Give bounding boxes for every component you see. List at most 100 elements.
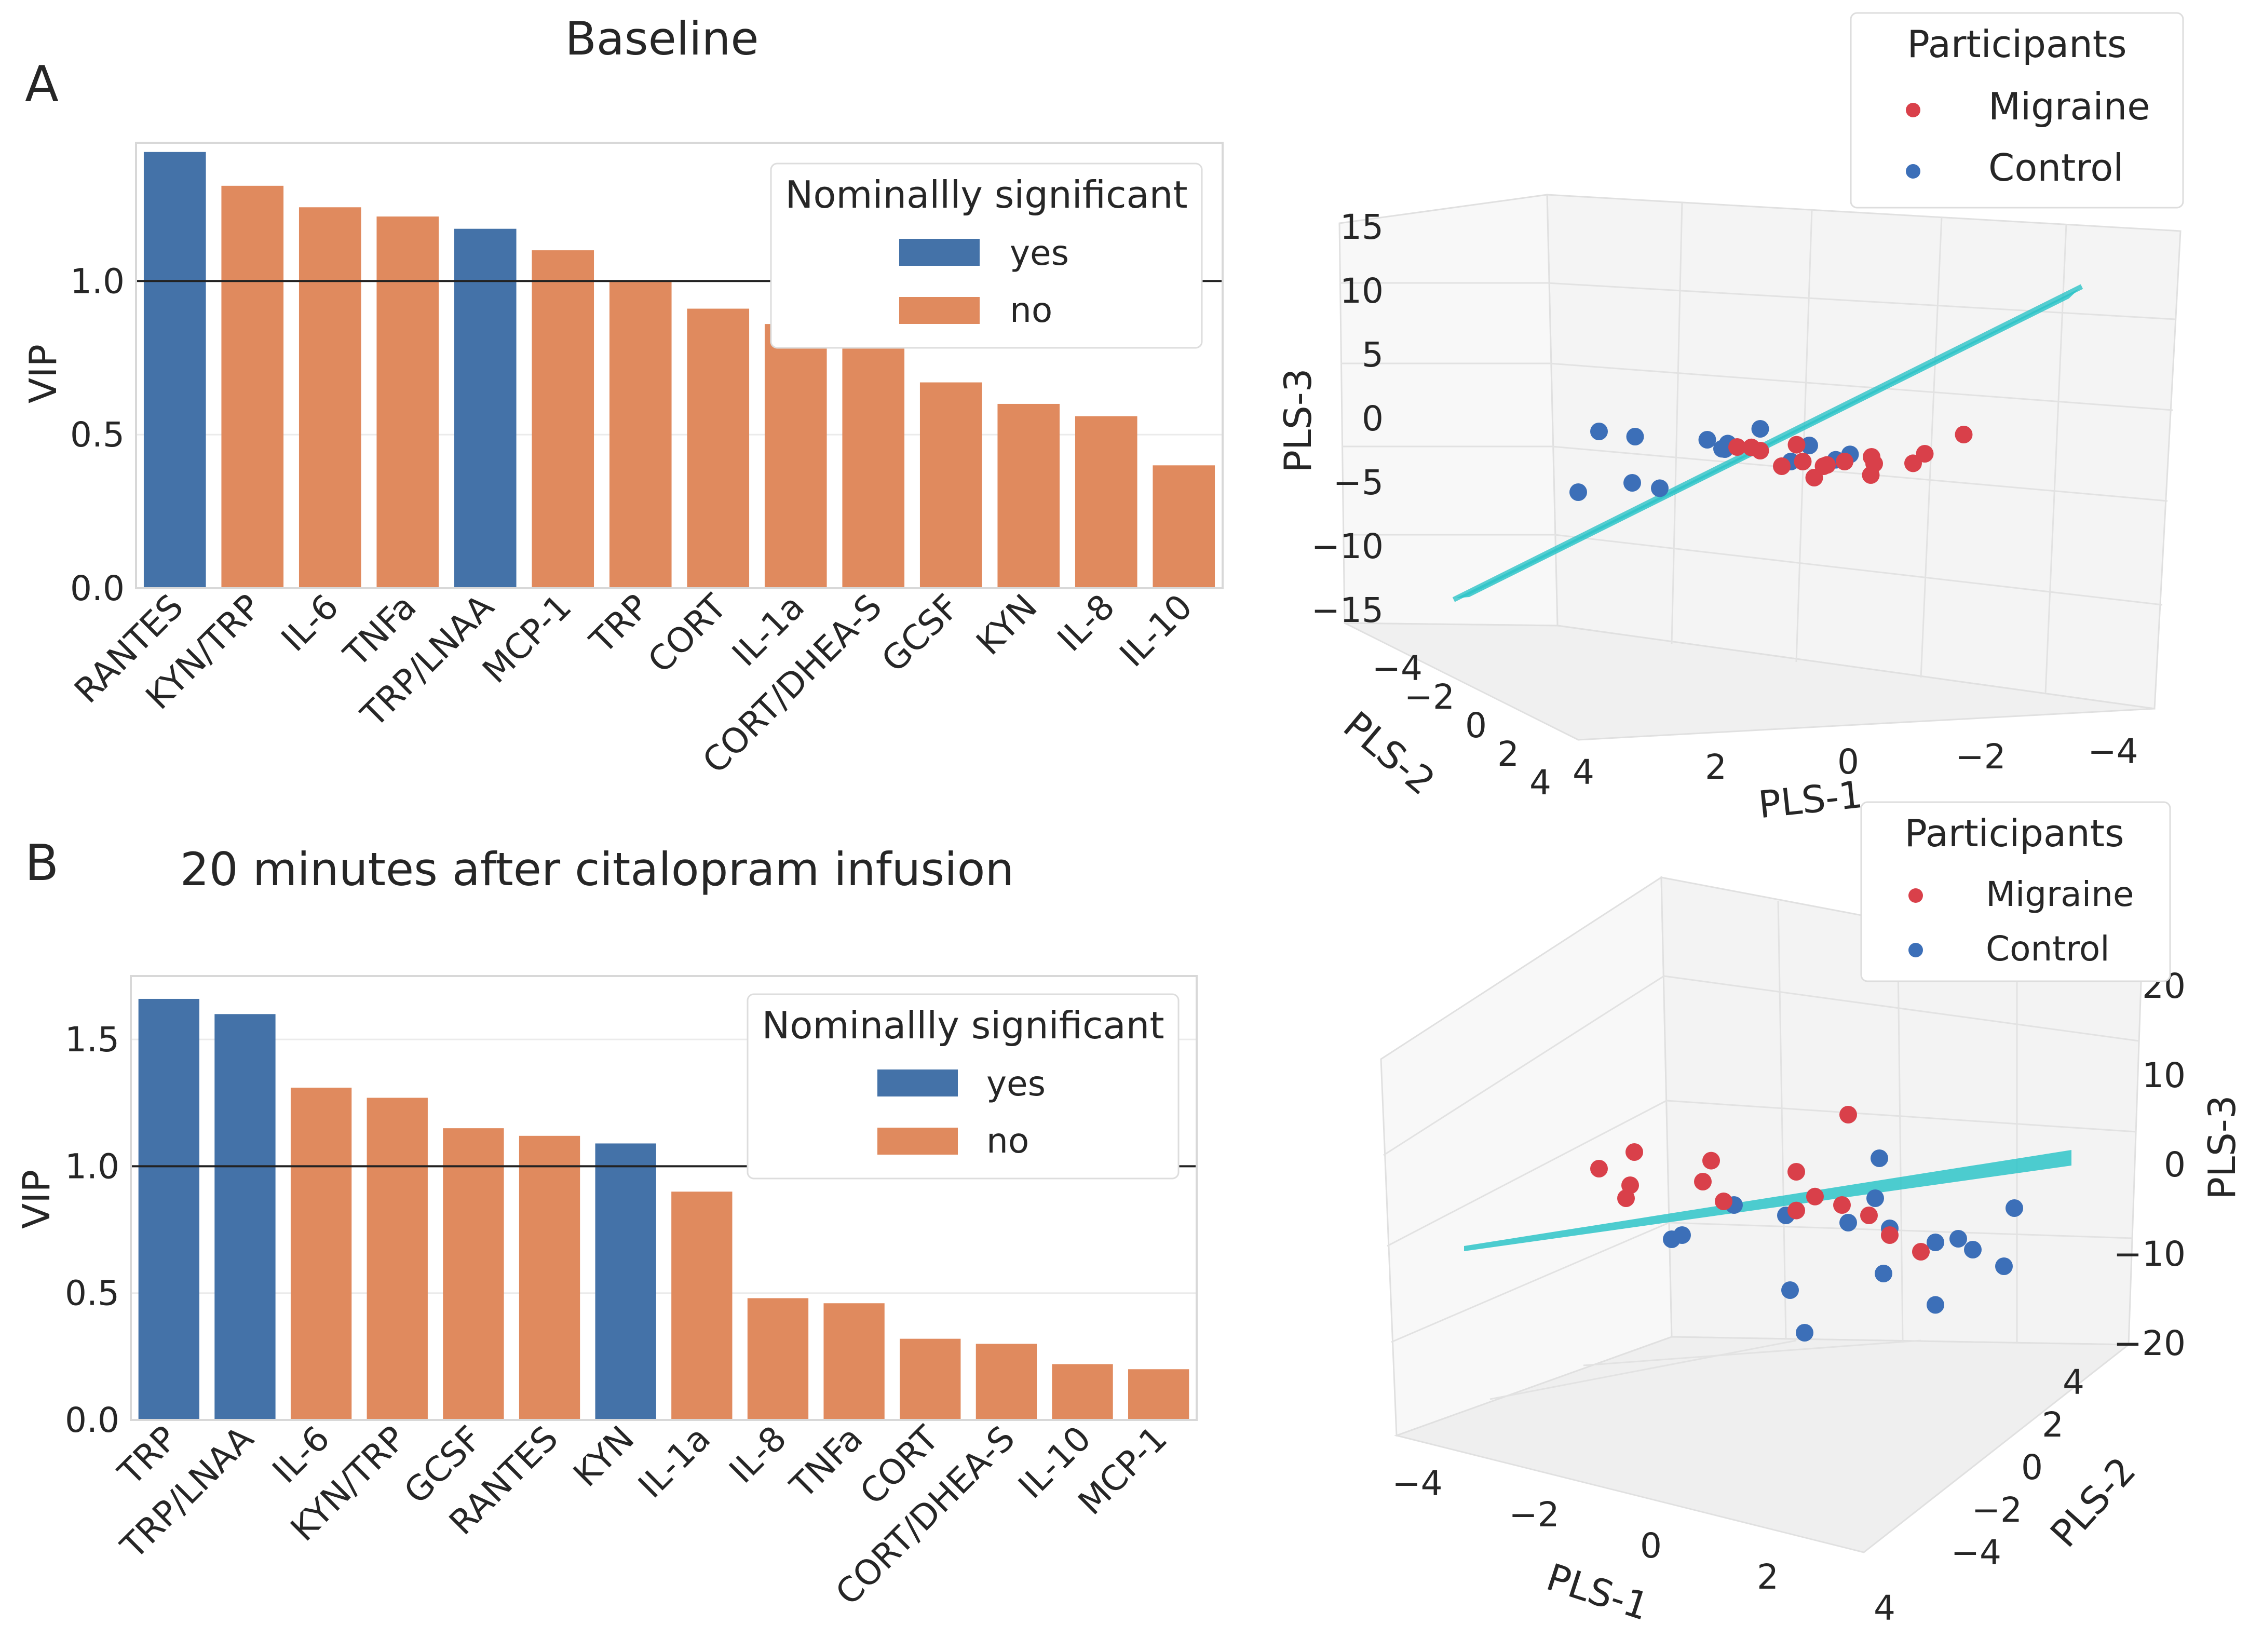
x-tick-label: −2 xyxy=(1509,1495,1559,1535)
point-migraine xyxy=(1860,1207,1878,1224)
x-tick-label: IL-8 xyxy=(1050,587,1122,659)
plot-frame-a xyxy=(135,142,1224,589)
z-axis-label-pls3-b: PLS-3 xyxy=(2200,1095,2244,1199)
point-control xyxy=(1964,1241,1982,1258)
point-migraine xyxy=(1904,454,1922,472)
point-migraine xyxy=(1806,1187,1824,1206)
point-control xyxy=(1751,420,1769,438)
z-tick-label: −10 xyxy=(1311,526,1384,566)
bar-trp-lnaa xyxy=(214,1014,276,1420)
bar-trp xyxy=(138,998,199,1420)
bar-il-6 xyxy=(299,207,361,588)
regression-plane-b xyxy=(1464,1150,2071,1251)
x-tick-label: IL-6 xyxy=(274,587,346,659)
x-tick-label: 4 xyxy=(1874,1588,1895,1628)
bar-cort-dhea-s xyxy=(976,1344,1037,1420)
bar-il-1a xyxy=(671,1191,733,1420)
chart-title-citalopram: 20 minutes after citalopram infusion xyxy=(180,843,1014,896)
point-control xyxy=(1871,1149,1888,1167)
x-tick-label: −4 xyxy=(1392,1464,1442,1504)
z-tick-label: −5 xyxy=(1333,463,1384,503)
point-control xyxy=(1569,483,1587,501)
point-migraine xyxy=(1794,453,1812,470)
legend-marker-migraine-b xyxy=(1908,888,1923,903)
plot-frame-b xyxy=(130,975,1198,1421)
legend-nominally-significant-a: Nominallly significant yes no xyxy=(770,163,1203,349)
z-tick-label: 0 xyxy=(2164,1145,2186,1185)
legend-title-b: Nominallly significant xyxy=(762,1004,1164,1047)
bar-il-1a xyxy=(764,324,827,588)
bar-kyn-trp xyxy=(221,185,284,588)
point-migraine xyxy=(1728,438,1746,456)
chart-title-baseline: Baseline xyxy=(565,12,758,65)
bar-trp xyxy=(609,281,672,588)
y-tick-label: 4 xyxy=(1529,763,1551,803)
legend-title-participants-b: Participants xyxy=(1905,811,2124,855)
x-tick-label: IL-1a xyxy=(631,1418,719,1506)
legend-label-control-b: Control xyxy=(1986,929,2110,969)
bar-chart-citalopram: B 20 minutes after citalopram infusion V… xyxy=(15,835,1198,1613)
x-tick-label: 0 xyxy=(1640,1526,1662,1566)
point-control xyxy=(1839,1214,1857,1231)
point-migraine xyxy=(1590,1160,1608,1177)
legend-title-participants-a: Participants xyxy=(1907,22,2127,66)
point-control xyxy=(2006,1199,2023,1217)
y-tick-label: 1.5 xyxy=(65,1020,119,1060)
panel-label-b: B xyxy=(25,835,59,892)
point-control xyxy=(1927,1296,1944,1314)
panel-label-a: A xyxy=(25,56,59,113)
point-migraine xyxy=(1865,455,1883,472)
point-migraine xyxy=(1916,445,1934,463)
point-control xyxy=(1590,423,1608,440)
z-tick-label: 5 xyxy=(1362,335,1384,375)
point-migraine xyxy=(1839,1106,1857,1123)
point-migraine xyxy=(1702,1152,1720,1170)
legend-swatch-no-b xyxy=(877,1128,958,1155)
point-control xyxy=(1623,474,1641,492)
bar-gcsf xyxy=(443,1128,504,1420)
y-tick-label: 0 xyxy=(2021,1447,2043,1487)
point-migraine xyxy=(1881,1226,1899,1244)
x-tick-label: IL-10 xyxy=(1112,587,1200,675)
point-control xyxy=(1796,1324,1813,1342)
z-tick-label: −15 xyxy=(1311,590,1384,630)
point-migraine xyxy=(1773,457,1791,475)
point-migraine xyxy=(1833,1196,1851,1214)
x-tick-label: TNFa xyxy=(782,1418,871,1507)
z-axis-label-pls3-a: PLS-3 xyxy=(1276,368,1320,472)
point-migraine xyxy=(1818,456,1836,474)
point-control xyxy=(1626,428,1644,445)
y-tick-label: 2 xyxy=(1497,734,1519,774)
z-tick-label: 0 xyxy=(1362,399,1384,439)
y-tick-label: 0.0 xyxy=(70,568,125,608)
legend-label-yes-b: yes xyxy=(986,1064,1046,1104)
bar-trp-lnaa xyxy=(454,228,517,589)
bar-mcp-1 xyxy=(532,250,594,588)
bar-cort xyxy=(687,308,750,588)
bar-rantes xyxy=(143,152,206,588)
legend-swatch-yes-a xyxy=(899,239,980,266)
legend-label-no-a: no xyxy=(1010,290,1052,330)
legend-label-migraine-a: Migraine xyxy=(1988,85,2150,128)
x-tick-label: IL-8 xyxy=(722,1418,794,1491)
point-control xyxy=(1673,1226,1691,1244)
legend-label-control-a: Control xyxy=(1988,146,2123,189)
legend-label-no-b: no xyxy=(986,1121,1029,1161)
bar-il-6 xyxy=(290,1087,352,1420)
x-tick-label: −4 xyxy=(2088,732,2138,771)
x-tick-label: 2 xyxy=(1705,747,1727,787)
point-migraine xyxy=(1715,1193,1732,1210)
y-axis-label-pls2-b: PLS-2 xyxy=(2042,1448,2144,1555)
point-control xyxy=(1866,1189,1884,1207)
point-control xyxy=(1875,1265,1892,1282)
point-control xyxy=(1651,479,1669,497)
legend-marker-control-a xyxy=(1906,164,1920,179)
x-axis-label-pls1-a: PLS-1 xyxy=(1756,773,1865,827)
y-axis-label-vip-b: VIP xyxy=(15,1170,58,1229)
bar-kyn xyxy=(595,1143,656,1420)
legend-swatch-no-a xyxy=(899,297,980,324)
x-tick-label: 0 xyxy=(1837,742,1859,782)
point-control xyxy=(1800,437,1818,454)
